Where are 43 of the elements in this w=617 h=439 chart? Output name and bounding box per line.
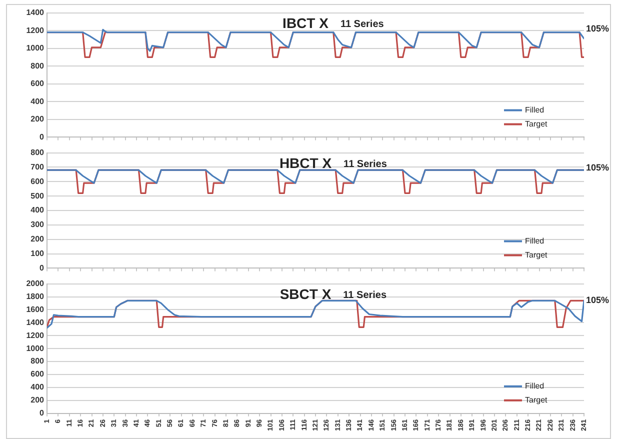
legend-label: Target [525,396,548,405]
y-tick-label: 1800 [26,292,45,301]
y-tick-label: 800 [30,61,45,70]
y-tick-label: 600 [30,176,45,186]
legend-label: Filled [525,236,544,246]
text: 11 Series [343,290,387,301]
y-tick-label: 400 [30,382,45,392]
y-tick-label: 800 [30,148,45,158]
y-tick-label: 1200 [26,330,45,340]
y-tick-label: 800 [30,356,45,366]
y-tick-label: 600 [30,370,45,379]
y-tick-label: 300 [30,220,45,230]
legend-label: Target [525,119,548,128]
text: 11 Series [340,18,384,30]
y-tick-label: 0 [40,408,45,418]
y-tick-label: 400 [30,206,45,215]
legend-label: Filled [525,105,544,114]
y-tick-label: 700 [30,162,45,172]
legend-label: Filled [525,382,544,391]
y-tick-label: 500 [30,191,45,200]
y-tick-label: 0 [40,132,45,142]
y-tick-label: 600 [30,79,45,88]
chart-title: HBCT X [279,154,332,171]
y-tick-label: 1400 [26,318,45,327]
y-tick-label: 2000 [26,279,45,288]
text: 105% [586,162,610,172]
text: 105% [586,295,610,306]
y-tick-label: 1600 [26,304,45,314]
text: 105% [586,23,610,34]
y-tick-label: 1000 [26,44,45,53]
y-tick-label: 100 [30,248,45,258]
y-tick-label: 0 [40,263,45,272]
y-tick-label: 200 [30,396,45,405]
y-tick-label: 400 [30,96,45,106]
y-tick-label: 1000 [26,344,45,353]
chart-title: SBCT X [280,286,332,302]
y-tick-label: 200 [30,114,45,124]
legend-label: Target [525,250,548,260]
y-tick-label: 1400 [26,8,45,18]
text: 11 Series [344,158,388,170]
chart-title: IBCT X [282,14,330,31]
y-tick-label: 200 [30,234,45,244]
y-tick-label: 1200 [26,26,45,35]
